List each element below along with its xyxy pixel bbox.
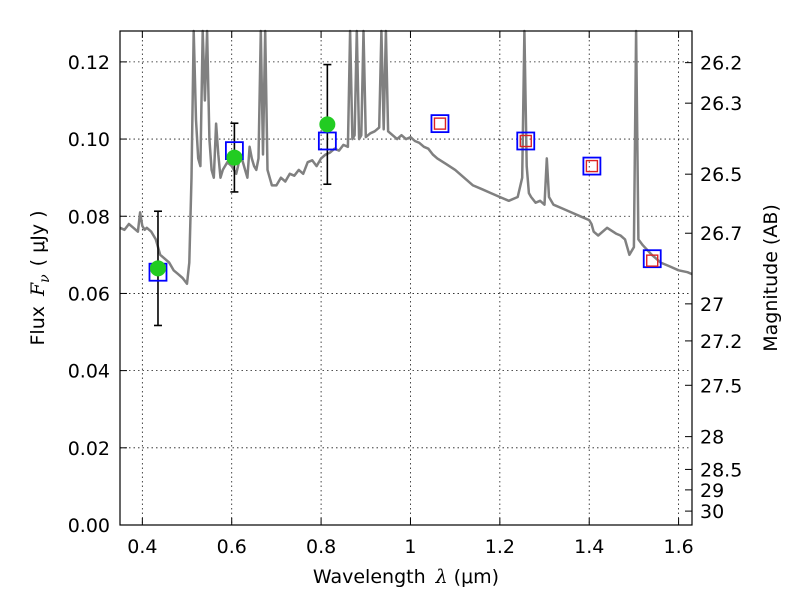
y2-tick-label: 27.2 [700,331,742,353]
y-tick-label: 0.02 [68,438,110,460]
y2-tick-label: 26.3 [700,93,742,115]
y2-tick-label: 26.7 [700,223,742,245]
upper-limit-square [433,117,447,130]
plot-frame [119,30,693,526]
y2-tick-label: 30 [700,501,724,523]
x-axis-label: Wavelength λ (μm) [313,566,499,588]
spectrum-line [119,29,693,286]
model-square [430,114,450,134]
observed-point [319,116,336,133]
x-tick-label: 0.8 [306,536,336,558]
model-square [516,131,536,151]
y-tick-label: 0.04 [68,361,110,383]
model-square [317,131,337,151]
x-tick-label: 1.4 [574,536,604,558]
upper-limit-square [646,254,659,267]
x-tick-label: 1.2 [485,536,515,558]
y-tick-label: 0.12 [68,52,110,74]
ticks: 0.4 0.6 0.8 1 1.2 1.4 1.6 0.00 0.02 0.04 0.06 0.08 0… [68,31,742,558]
y2-tick-label: 26.5 [700,164,742,186]
y-tick-label: 0.08 [68,206,110,228]
y2-tick-label: 28.5 [700,459,742,481]
observed-point [149,260,166,277]
x-tick-label: 1 [404,536,416,558]
x-tick-label: 1.6 [663,536,693,558]
y2-tick-label: 29 [700,480,724,502]
x-tick-label: 0.6 [217,536,247,558]
upper-limit-square [585,159,599,173]
x-tick-label: 0.4 [127,536,157,558]
model-square [642,249,662,269]
y-axis-label: FluxFν( μJy ) [27,210,53,345]
model-square [582,156,602,176]
spectrum-layer [119,29,693,286]
y2-tick-label: 27.5 [700,375,742,397]
y2-tick-label: 27 [700,294,724,316]
y-tick-label: 0.00 [68,515,110,537]
observed-point [226,149,243,166]
points-layer [148,63,662,327]
y2-tick-label: 28 [700,427,724,449]
y2-axis-label: Magnitude (AB) [760,204,782,352]
y-tick-label: 0.10 [68,129,110,151]
y2-tick-label: 26.2 [700,53,742,75]
grid [120,31,692,525]
y-tick-label: 0.06 [68,283,110,305]
upper-limit-square [519,134,532,148]
